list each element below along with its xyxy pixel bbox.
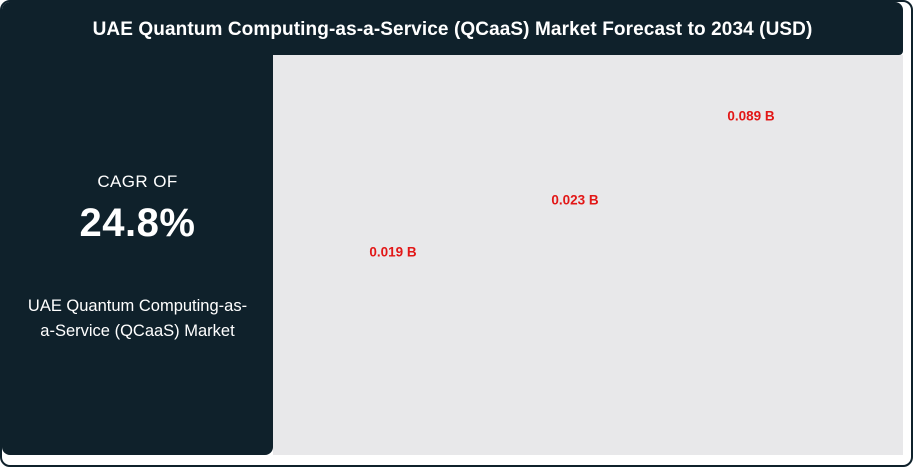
cagr-label: CAGR OF [97, 172, 178, 191]
sidebar: CAGR OF 24.8% UAE Quantum Computing-as-a… [2, 2, 273, 455]
data-label-2034: 0.089 B [727, 108, 775, 124]
data-label-2024: 0.019 B [369, 244, 417, 260]
chart-plot-area: 0.019 B 0.023 B 0.089 B [273, 55, 903, 455]
data-label-2025: 0.023 B [551, 192, 599, 208]
sidebar-content: CAGR OF 24.8% UAE Quantum Computing-as-a… [2, 172, 273, 344]
market-name: UAE Quantum Computing-as-a-Service (QCaa… [27, 297, 248, 340]
cagr-value: 24.8% [79, 201, 196, 245]
page-title: UAE Quantum Computing-as-a-Service (QCaa… [92, 18, 813, 40]
title-bar: UAE Quantum Computing-as-a-Service (QCaa… [2, 2, 903, 55]
